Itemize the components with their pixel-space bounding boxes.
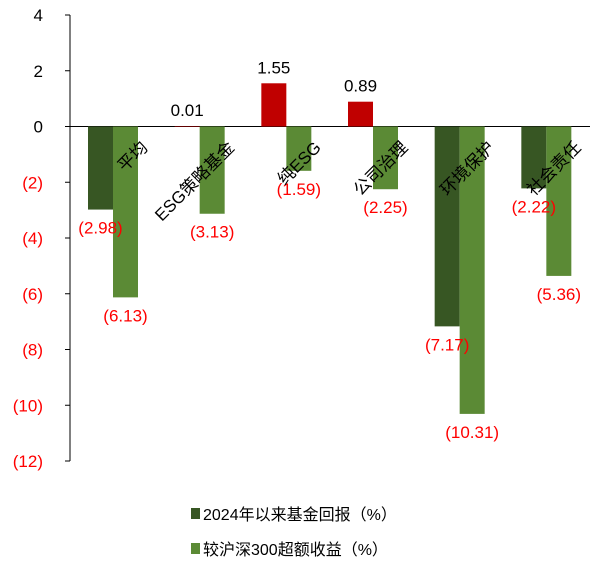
legend-label-series-2: 较沪深300超额收益（%）: [203, 541, 388, 559]
bar-series-2-2: [286, 126, 312, 171]
data-label-series-2-1: (3.13): [190, 223, 234, 242]
y-tick-label: (6): [22, 285, 43, 304]
y-tick-label: 2: [34, 62, 43, 81]
data-label-series-2-0: (6.13): [103, 306, 147, 325]
bar-series-1-1: [174, 126, 200, 127]
data-label-series-2-5: (5.36): [537, 285, 581, 304]
bar-series-2-1: [199, 126, 225, 214]
data-label-series-1-2: 1.55: [257, 58, 290, 77]
legend-swatch-series-1: [191, 508, 200, 519]
y-tick-label: (2): [22, 173, 43, 192]
y-tick-label: (8): [22, 341, 43, 360]
data-label-series-1-5: (2.22): [512, 197, 556, 216]
data-label-series-1-4: (7.17): [425, 335, 469, 354]
y-tick-label: (4): [22, 229, 43, 248]
bar-series-1-2: [261, 83, 287, 127]
data-label-series-1-1: 0.01: [171, 101, 204, 120]
data-label-series-2-2: (1.59): [277, 180, 321, 199]
y-tick-label: 0: [34, 118, 43, 137]
legend-swatch-series-2: [191, 543, 200, 554]
legend-label-series-1: 2024年以来基金回报（%）: [203, 506, 397, 524]
bars-layer: [88, 83, 572, 414]
legend-item-series-2: 较沪深300超额收益（%）: [191, 541, 388, 559]
bar-series-1-3: [348, 101, 373, 127]
legend-item-series-1: 2024年以来基金回报（%）: [191, 506, 397, 524]
data-label-series-2-4: (10.31): [445, 423, 499, 442]
data-label-series-1-0: (2.98): [78, 219, 122, 238]
bar-series-2-0: [113, 126, 138, 298]
bar-series-2-4: [459, 126, 485, 414]
data-label-series-1-3: 0.89: [344, 77, 377, 96]
bar-series-1-0: [88, 126, 113, 210]
legend: 2024年以来基金回报（%） 较沪深300超额收益（%）: [191, 506, 397, 559]
bar-series-1-5: [521, 126, 547, 189]
data-labels-layer: (2.98) (6.13) 0.01 (3.13) 1.55 (1.59) 0.89 (2.2…: [78, 58, 581, 442]
y-tick-label: (12): [13, 452, 43, 471]
bar-series-2-5: [546, 126, 572, 276]
data-label-series-2-3: (2.25): [363, 198, 407, 217]
category-label-1: ESG策略基金: [151, 138, 238, 225]
y-tick-label: (10): [13, 396, 43, 415]
bar-series-2-3: [373, 126, 398, 190]
y-tick-label: 4: [34, 6, 43, 25]
axis-layer: 4 2 0 (2) (4) (6) (8) (10) (12): [13, 6, 590, 471]
bar-series-1-4: [434, 126, 460, 327]
